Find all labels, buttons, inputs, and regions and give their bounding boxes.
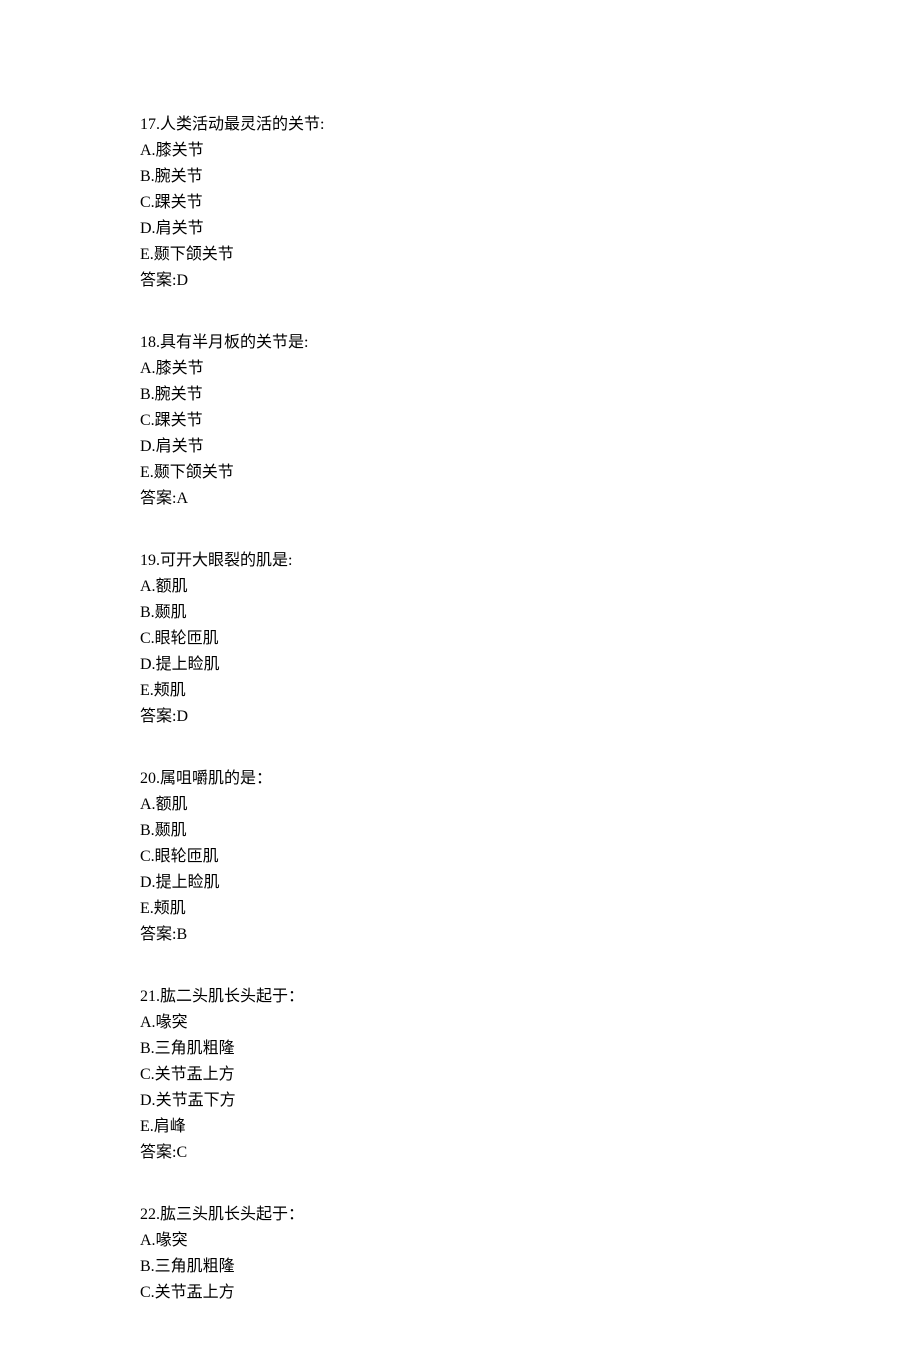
question-20: 20.属咀嚼肌的是： A.额肌 B.颞肌 C.眼轮匝肌 D.提上睑肌 E.颊肌 … [140,766,780,948]
question-number: 20 [140,770,156,787]
option-c: C.踝关节 [140,190,780,216]
question-number: 19 [140,552,156,569]
answer-line: 答案:A [140,486,780,512]
question-number: 22 [140,1206,156,1223]
question-stem: 18.具有半月板的关节是: [140,330,780,356]
option-e: E.颞下颌关节 [140,242,780,268]
option-a: A.膝关节 [140,356,780,382]
question-21: 21.肱二头肌长头起于： A.喙突 B.三角肌粗隆 C.关节盂上方 D.关节盂下… [140,984,780,1166]
option-b: B.腕关节 [140,382,780,408]
option-e: E.颊肌 [140,678,780,704]
question-stem: 22.肱三头肌长头起于： [140,1202,780,1228]
question-text: 人类活动最灵活的关节: [160,116,324,133]
option-c: C.眼轮匝肌 [140,844,780,870]
option-b: B.三角肌粗隆 [140,1036,780,1062]
option-b: B.三角肌粗隆 [140,1254,780,1280]
answer-value: A [176,490,188,507]
question-text: 具有半月板的关节是: [160,334,308,351]
option-c: C.关节盂上方 [140,1280,780,1306]
question-18: 18.具有半月板的关节是: A.膝关节 B.腕关节 C.踝关节 D.肩关节 E.… [140,330,780,512]
option-d: D.肩关节 [140,216,780,242]
document-page: 17.人类活动最灵活的关节: A.膝关节 B.腕关节 C.踝关节 D.肩关节 E… [0,0,920,1366]
option-a: A.膝关节 [140,138,780,164]
question-stem: 17.人类活动最灵活的关节: [140,112,780,138]
answer-value: B [176,926,187,943]
answer-value: C [176,1144,187,1161]
question-17: 17.人类活动最灵活的关节: A.膝关节 B.腕关节 C.踝关节 D.肩关节 E… [140,112,780,294]
question-number: 17 [140,116,156,133]
option-d: D.关节盂下方 [140,1088,780,1114]
option-d: D.肩关节 [140,434,780,460]
question-text: 肱三头肌长头起于： [160,1206,304,1223]
answer-line: 答案:D [140,704,780,730]
answer-line: 答案:C [140,1140,780,1166]
option-b: B.腕关节 [140,164,780,190]
option-e: E.颞下颌关节 [140,460,780,486]
option-a: A.额肌 [140,574,780,600]
answer-line: 答案:D [140,268,780,294]
option-a: A.喙突 [140,1010,780,1036]
option-b: B.颞肌 [140,818,780,844]
option-c: C.踝关节 [140,408,780,434]
question-stem: 20.属咀嚼肌的是： [140,766,780,792]
question-number: 21 [140,988,156,1005]
option-c: C.眼轮匝肌 [140,626,780,652]
option-e: E.肩峰 [140,1114,780,1140]
question-number: 18 [140,334,156,351]
option-d: D.提上睑肌 [140,870,780,896]
option-c: C.关节盂上方 [140,1062,780,1088]
answer-value: D [176,708,188,725]
answer-line: 答案:B [140,922,780,948]
question-stem: 21.肱二头肌长头起于： [140,984,780,1010]
option-b: B.颞肌 [140,600,780,626]
option-a: A.喙突 [140,1228,780,1254]
option-a: A.额肌 [140,792,780,818]
answer-value: D [176,272,188,289]
question-22: 22.肱三头肌长头起于： A.喙突 B.三角肌粗隆 C.关节盂上方 [140,1202,780,1306]
question-text: 属咀嚼肌的是： [160,770,272,787]
question-19: 19.可开大眼裂的肌是: A.额肌 B.颞肌 C.眼轮匝肌 D.提上睑肌 E.颊… [140,548,780,730]
question-text: 可开大眼裂的肌是: [160,552,292,569]
option-d: D.提上睑肌 [140,652,780,678]
question-text: 肱二头肌长头起于： [160,988,304,1005]
question-stem: 19.可开大眼裂的肌是: [140,548,780,574]
option-e: E.颊肌 [140,896,780,922]
